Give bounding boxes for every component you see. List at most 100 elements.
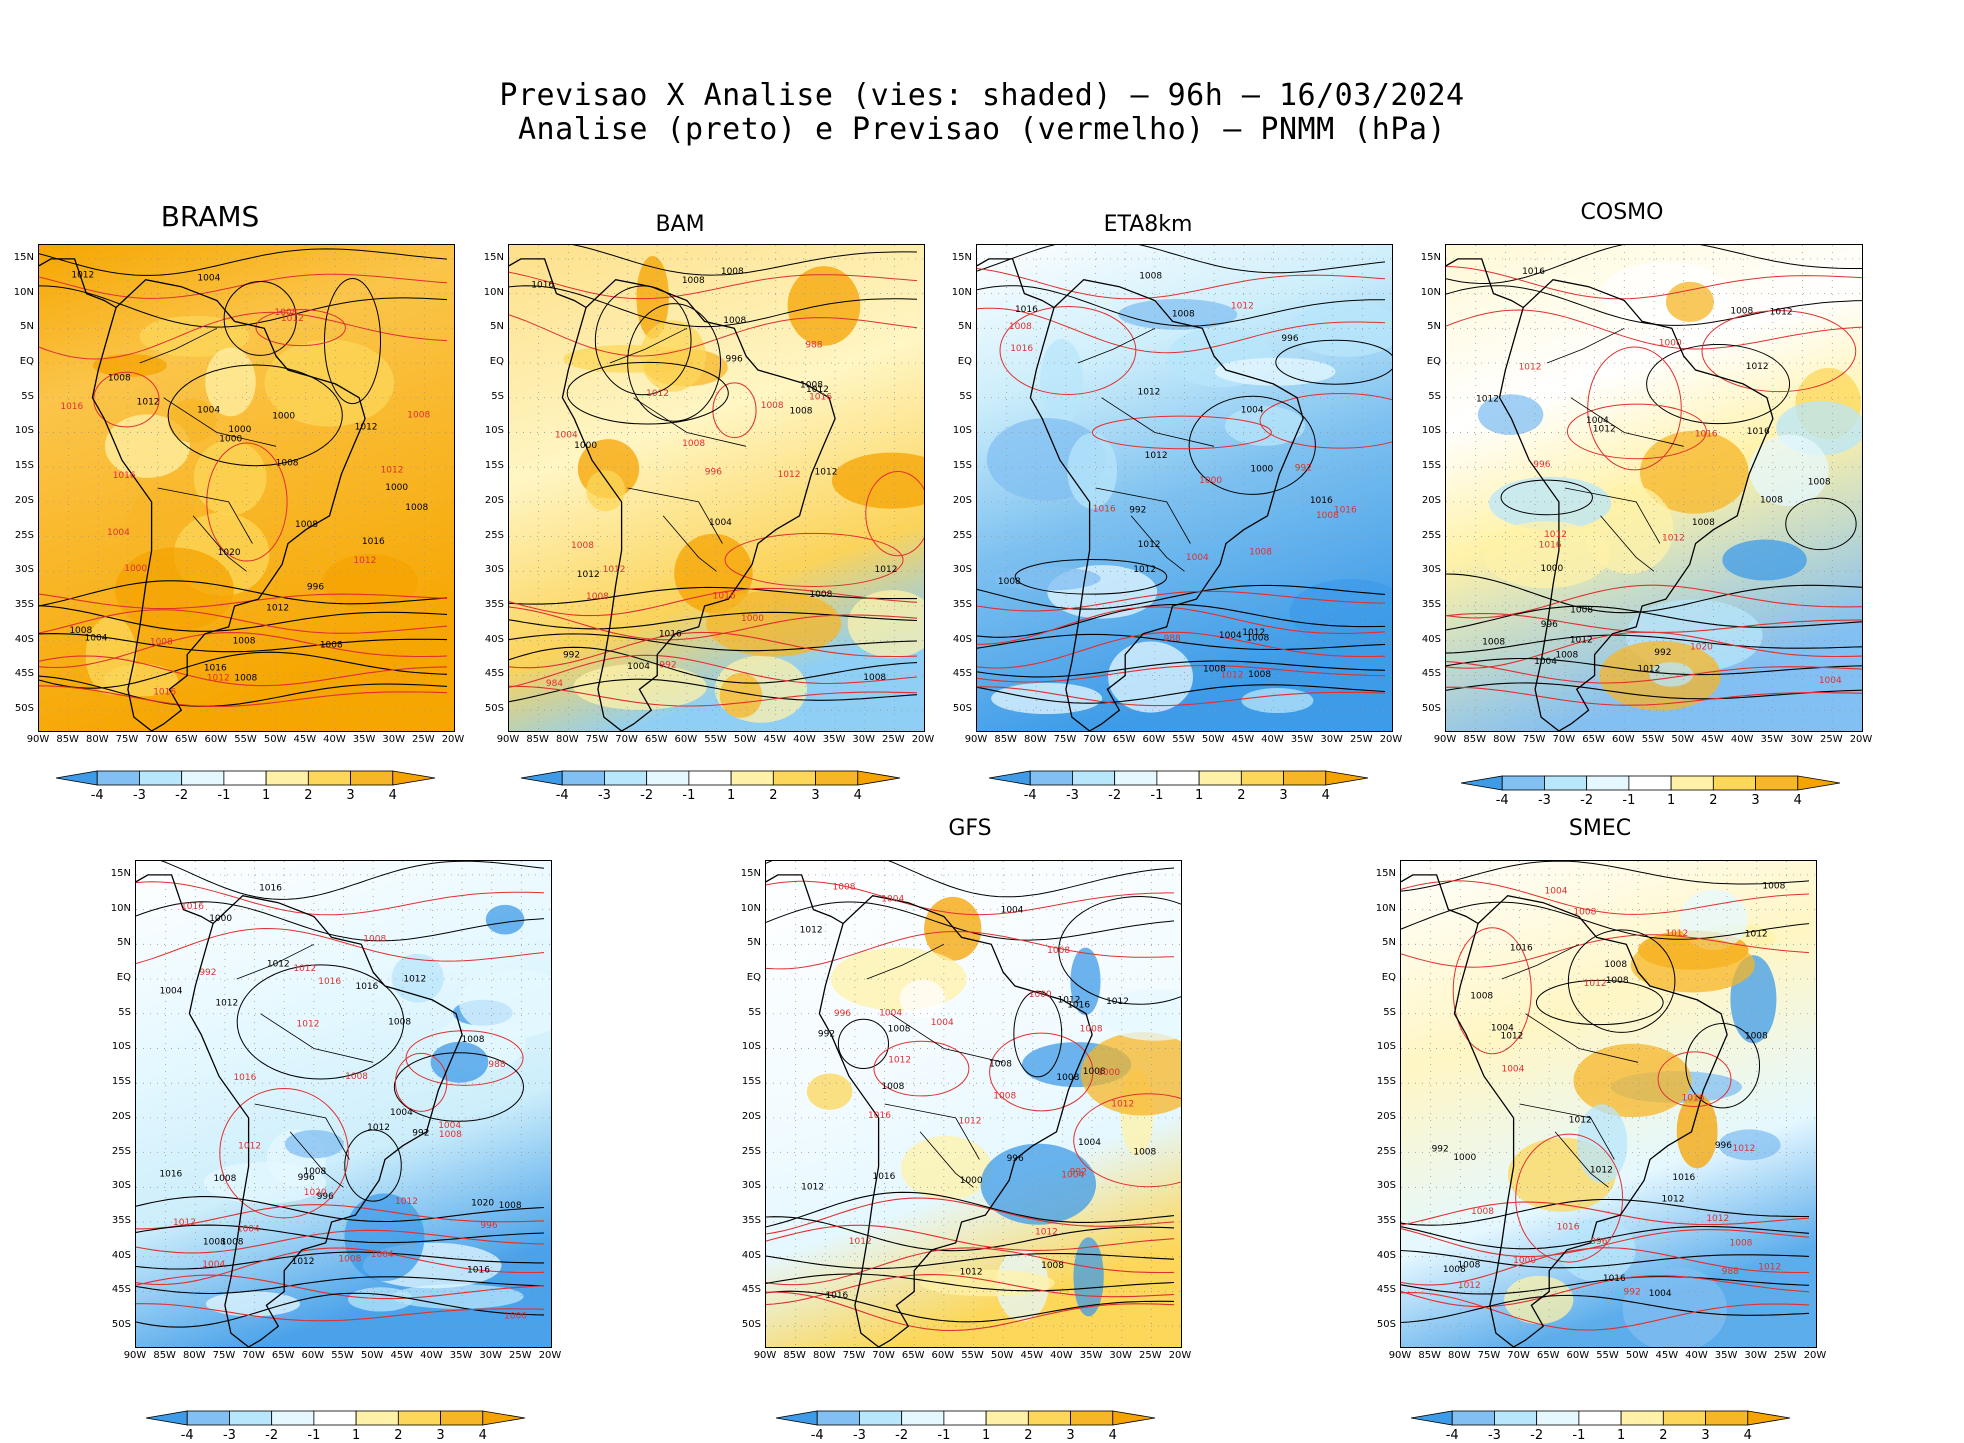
lon-tick-label: 90W xyxy=(26,734,50,745)
isobar-analysis xyxy=(1785,497,1857,551)
lon-tick-label: 25W xyxy=(882,734,905,745)
lat-tick-label: 15N xyxy=(951,251,972,263)
colorbar-swatch xyxy=(1670,775,1714,791)
isobar-forecast xyxy=(766,880,1174,916)
lon-tick-label: 30W xyxy=(479,1350,503,1361)
lon-tick-label: 65W xyxy=(1536,1350,1560,1361)
isobar-forecast xyxy=(1401,1292,1810,1331)
colorbar-label: 1 xyxy=(1666,793,1676,808)
contour-label-analysis: 1016 xyxy=(355,982,378,992)
map-eta8km: 1012 1016 1008 1008 1012 1008 1004 1008 1012 1016… xyxy=(976,244,1393,732)
isobar-analysis xyxy=(766,861,1175,898)
contour-label-forecast: 992 xyxy=(1070,1167,1087,1177)
isobar-analysis xyxy=(1188,395,1316,495)
lon-tick-label: 80W xyxy=(812,1350,836,1361)
bias-patch xyxy=(284,1129,344,1159)
isobar-analysis xyxy=(1401,901,1810,940)
isobar-forecast xyxy=(136,881,545,916)
contour-label-analysis: 1008 xyxy=(303,1167,326,1177)
lon-tick-label: 50W xyxy=(733,734,757,745)
lon-tick-label: 60W xyxy=(931,1350,955,1361)
contour-label-forecast: 1004 xyxy=(1545,886,1568,896)
contour-label-forecast: 992 xyxy=(199,968,216,978)
lon-tick-label: 70W xyxy=(1083,734,1106,745)
colorbar-label: -2 xyxy=(640,788,654,803)
contour-label-forecast: 1004 xyxy=(931,1018,954,1028)
lat-tick-label: 10N xyxy=(110,902,131,914)
colorbar-swatch xyxy=(1072,770,1116,786)
contour-label-analysis: 1012 xyxy=(1746,362,1769,372)
lat-tick-label: 5N xyxy=(490,321,504,333)
lat-tick-label: 30S xyxy=(1376,1180,1396,1192)
lon-tick-label: 80W xyxy=(1493,734,1516,745)
lat-tick-label: 25S xyxy=(111,1145,131,1157)
lat-tick-label: 10S xyxy=(14,425,34,437)
contour-label-forecast: 1016 xyxy=(1682,1093,1705,1103)
lat-tick-label: 30S xyxy=(484,564,504,576)
lon-tick-label: 40W xyxy=(1730,734,1754,745)
map-canvas: 1012101610081012100810081008101210161004… xyxy=(766,861,1181,1347)
contour-label-analysis: 1008 xyxy=(320,641,343,651)
colorbar-swatch xyxy=(186,1410,230,1426)
isobar-forecast xyxy=(1401,880,1810,915)
colorbar-swatch xyxy=(1705,1410,1749,1426)
contour-label-analysis: 1008 xyxy=(1555,650,1578,660)
panel-title-gfs: GFS xyxy=(948,816,992,841)
isobar-forecast xyxy=(1452,927,1532,1055)
country-border xyxy=(1600,515,1655,572)
lon-tick-label: 50W xyxy=(990,1350,1014,1361)
contour-label-analysis: 1016 xyxy=(467,1266,490,1276)
contour-label-forecast: 1000 xyxy=(741,614,764,624)
contour-label-forecast: 992 xyxy=(1295,464,1312,474)
colorbar-swatch xyxy=(392,770,436,786)
lon-tick-label: 25W xyxy=(1139,1350,1162,1361)
contour-label-analysis: 1012 xyxy=(1106,997,1129,1007)
contour-label-forecast: 1008 xyxy=(439,1130,462,1140)
colorbar-swatch xyxy=(1029,770,1073,786)
colorbar-swatch xyxy=(646,770,690,786)
isobar-forecast xyxy=(977,307,1386,354)
bias-patch xyxy=(1070,947,1101,1016)
coastline-south-america xyxy=(1498,278,1774,731)
contour-label-forecast: 1008 xyxy=(275,308,298,318)
lon-tick-label: 55W xyxy=(1596,1350,1619,1361)
isobar-forecast xyxy=(39,593,448,610)
contour-label-analysis: 1012 xyxy=(1058,995,1081,1005)
contour-label-analysis: 1004 xyxy=(1219,631,1242,641)
contour-label-analysis: 1012 xyxy=(215,998,238,1008)
colorbar xyxy=(988,770,1369,786)
lat-tick-label: 5S xyxy=(21,390,34,402)
contour-label-analysis: 1008 xyxy=(499,1201,522,1211)
lat-tick-label: 20S xyxy=(1421,494,1441,506)
lat-tick-label: 35S xyxy=(1376,1215,1396,1227)
isobar-forecast xyxy=(766,1291,1175,1332)
map-smec: 1012 1016 1008 1012 1008 1008 1008 1012 1004 1016… xyxy=(1400,860,1817,1348)
panel-title-smec: SMEC xyxy=(1568,816,1632,841)
colorbar-swatch xyxy=(1662,1410,1706,1426)
country-border xyxy=(157,487,253,544)
lon-tick-label: 85W xyxy=(994,734,1017,745)
contour-label-forecast: 1008 xyxy=(993,1092,1016,1102)
isobar-forecast xyxy=(977,686,1386,707)
colorbar-swatch xyxy=(1712,775,1756,791)
contour-label-forecast: 988 xyxy=(1164,634,1181,644)
isobar-forecast xyxy=(219,1088,349,1219)
lat-tick-label: 25S xyxy=(1421,529,1441,541)
coastline-central-america xyxy=(39,258,117,309)
lat-tick-label: 35S xyxy=(484,599,504,611)
lat-tick-label: 5N xyxy=(20,321,34,333)
contour-label-forecast: 1012 xyxy=(395,1197,418,1207)
contour-label-forecast: 1016 xyxy=(1334,505,1357,515)
lat-tick-label: 45S xyxy=(1376,1284,1396,1296)
colorbar-swatch xyxy=(1797,775,1841,791)
contour-label-analysis: 1012 xyxy=(1138,540,1161,550)
isobar-forecast xyxy=(1657,1051,1732,1108)
lat-tick-label: 5N xyxy=(1427,321,1441,333)
bias-patch xyxy=(991,682,1103,715)
contour-label-forecast: 1016 xyxy=(60,402,83,412)
contour-label-forecast: 1008 xyxy=(1471,1207,1494,1217)
bias-patch xyxy=(139,315,250,357)
isobar-analysis xyxy=(509,678,918,703)
map-brams: 1008 1012 1008 1012 1008 1008 1004 1008 1000 1004… xyxy=(38,244,455,732)
lat-tick-label: EQ xyxy=(1426,356,1441,368)
